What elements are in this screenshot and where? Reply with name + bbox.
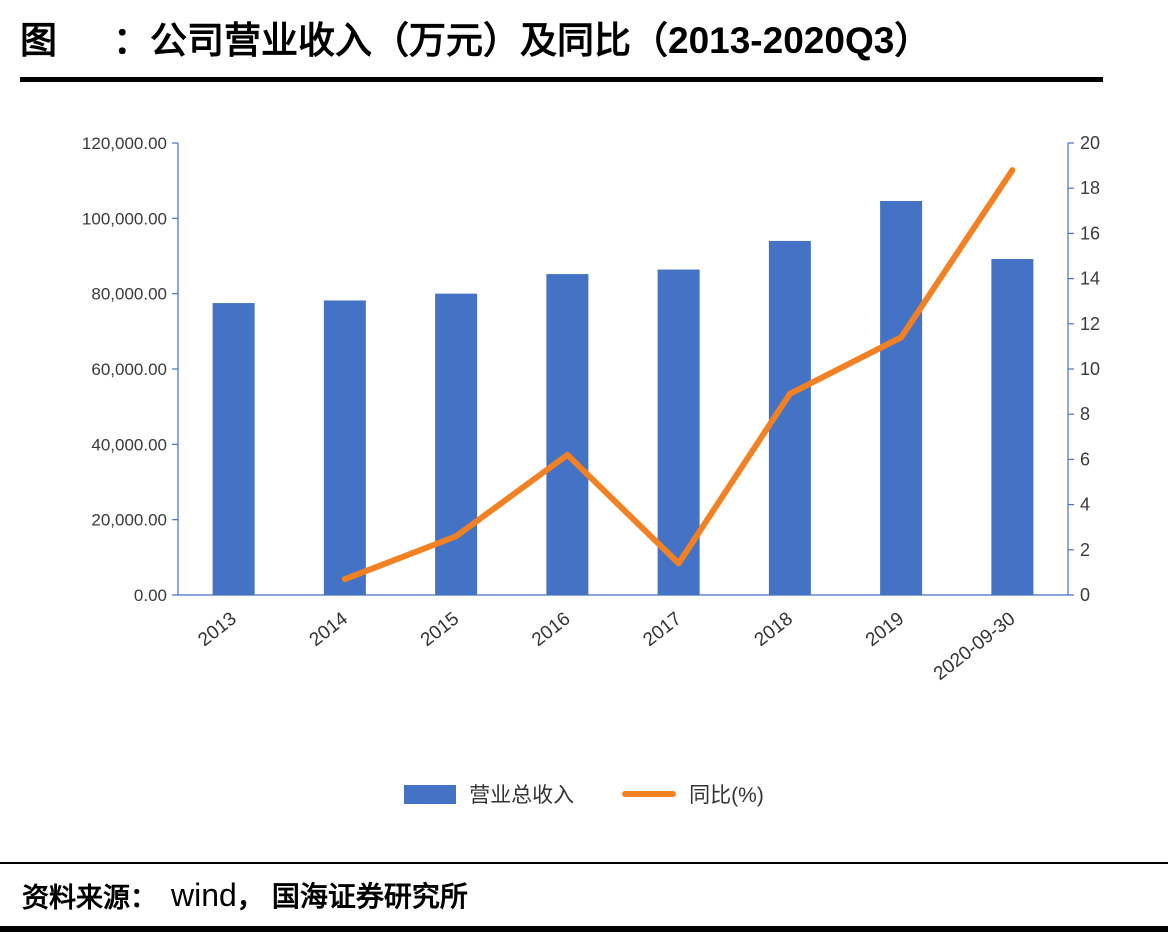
figure-title: 图 ：公司营业收入（万元）及同比（2013-2020Q3） [20, 20, 1103, 82]
bar [880, 201, 923, 596]
right-axis-tick-label: 10 [1080, 359, 1100, 379]
x-axis-label: 2016 [528, 608, 574, 651]
x-axis-label: 2014 [306, 608, 353, 651]
source-separator: ， [236, 882, 264, 913]
legend-label-yoy: 同比(%) [689, 784, 764, 807]
figure-label: 图 [20, 20, 57, 61]
bar [991, 259, 1034, 595]
legend-item-yoy: 同比(%) [622, 779, 764, 809]
bar [212, 303, 255, 595]
x-axis-label: 2020-09-30 [930, 608, 1020, 684]
source-institution: 国海证券研究所 [271, 882, 468, 913]
bar [435, 293, 478, 595]
source-label: 资料来源： [22, 882, 157, 913]
line-series-swatch [622, 791, 677, 797]
chart-legend: 营业总收入 同比(%) [0, 779, 1168, 809]
right-axis-tick-label: 0 [1080, 585, 1090, 605]
x-axis-label: 2017 [639, 608, 685, 651]
x-axis-label: 2015 [417, 608, 463, 651]
left-axis-tick-label: 100,000.00 [82, 209, 167, 228]
x-axis-label: 2013 [194, 608, 240, 651]
left-axis-tick-label: 80,000.00 [91, 285, 167, 304]
title-text: 公司营业收入（万元）及同比（2013-2020Q3） [150, 20, 932, 61]
right-axis-tick-label: 6 [1080, 449, 1090, 469]
left-axis-tick-label: 60,000.00 [91, 360, 167, 379]
left-axis-tick-label: 20,000.00 [91, 511, 167, 530]
x-axis-label: 2019 [862, 608, 908, 651]
chart-svg: 0.00 20,000.00 40,000.00 60,000.00 80,000.00… [82, 133, 1100, 685]
left-axis-tick-label: 40,000.00 [91, 435, 167, 454]
right-axis-tick-label: 2 [1080, 540, 1090, 560]
right-axis-tick-label: 20 [1080, 133, 1100, 153]
left-axis-tick-label: 120,000.00 [82, 134, 167, 153]
trend-line [341, 167, 1016, 583]
legend-label-revenue: 营业总收入 [469, 784, 575, 807]
source-footer: 资料来源： wind ， 国海证券研究所 [0, 862, 1168, 932]
bar-series-swatch [404, 784, 457, 804]
legend-item-revenue: 营业总收入 [404, 779, 574, 809]
right-axis-tick-label: 12 [1080, 314, 1100, 334]
source-wind: wind [171, 876, 237, 913]
right-axis-tick-label: 16 [1080, 223, 1100, 243]
right-axis-tick-label: 14 [1080, 269, 1100, 289]
x-axis-label: 2018 [751, 608, 797, 651]
right-axis-tick-label: 8 [1080, 404, 1090, 424]
right-axis-tick-label: 4 [1080, 495, 1090, 515]
title-separator: ： [113, 20, 150, 61]
bar [546, 274, 589, 595]
bar [323, 300, 366, 595]
left-axis-tick-label: 0.00 [134, 586, 167, 605]
right-axis-tick-label: 18 [1080, 178, 1100, 198]
